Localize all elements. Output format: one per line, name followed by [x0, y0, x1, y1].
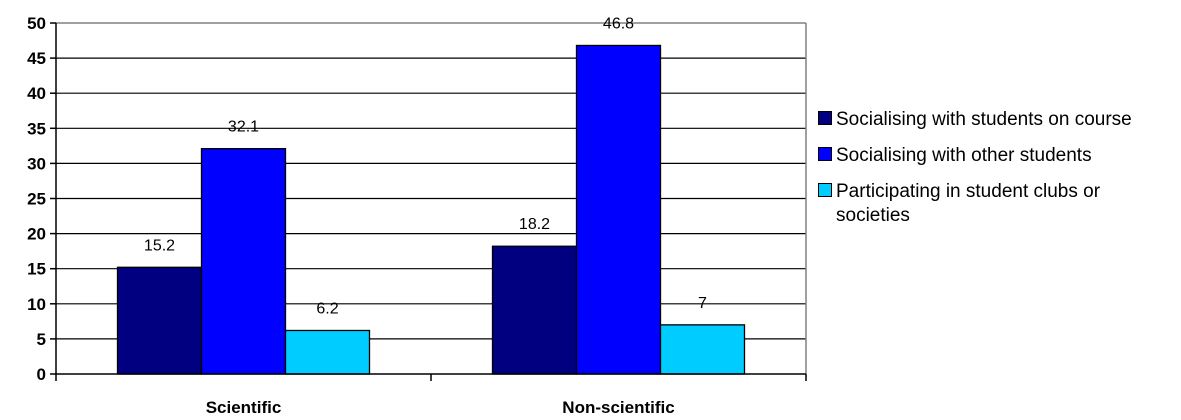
y-tick-label: 40 [27, 84, 46, 103]
y-tick-label: 45 [27, 49, 46, 68]
legend-item-course: Socialising with students on course [818, 108, 1178, 132]
legend-swatch-other [818, 147, 832, 161]
legend-label-course: Socialising with students on course [836, 109, 1132, 130]
data-label: 32.1 [228, 119, 259, 136]
legend-label-clubs: Participating in student clubs or societ… [836, 181, 1101, 226]
legend-swatch-course [818, 111, 832, 125]
data-label: 6.2 [316, 300, 338, 317]
data-label: 46.8 [603, 15, 634, 32]
y-tick-label: 25 [27, 190, 46, 209]
y-tick-label: 10 [27, 295, 46, 314]
data-label: 15.2 [144, 237, 175, 254]
bar [200, 148, 287, 375]
y-tick-label: 30 [27, 154, 46, 173]
chart-legend: Socialising with students on course Soci… [818, 108, 1178, 240]
legend-label-other: Socialising with other students [836, 145, 1092, 166]
y-tick-label: 5 [37, 330, 46, 349]
bar [659, 324, 746, 375]
y-tick-label: 35 [27, 119, 46, 138]
legend-item-other: Socialising with other students [818, 144, 1178, 168]
legend-swatch-clubs [818, 183, 832, 197]
bar [491, 245, 578, 375]
x-tick-label: Scientific [206, 398, 282, 417]
y-tick-label: 15 [27, 260, 46, 279]
data-label: 7 [698, 295, 707, 312]
y-tick-label: 20 [27, 225, 46, 244]
x-tick-label: Non-scientific [562, 398, 674, 417]
data-label: 18.2 [519, 216, 550, 233]
bar [284, 329, 371, 375]
bar [116, 266, 203, 375]
bar-chart: 15.2 18.2 32.1 46.8 6.2 7 0 5 10 15 20 25 30 35 40 45 50… [27, 14, 807, 417]
y-tick-label: 0 [37, 365, 46, 384]
y-tick-label: 50 [27, 14, 46, 33]
bar [575, 44, 662, 375]
legend-item-clubs: Participating in student clubs or societ… [818, 180, 1178, 228]
